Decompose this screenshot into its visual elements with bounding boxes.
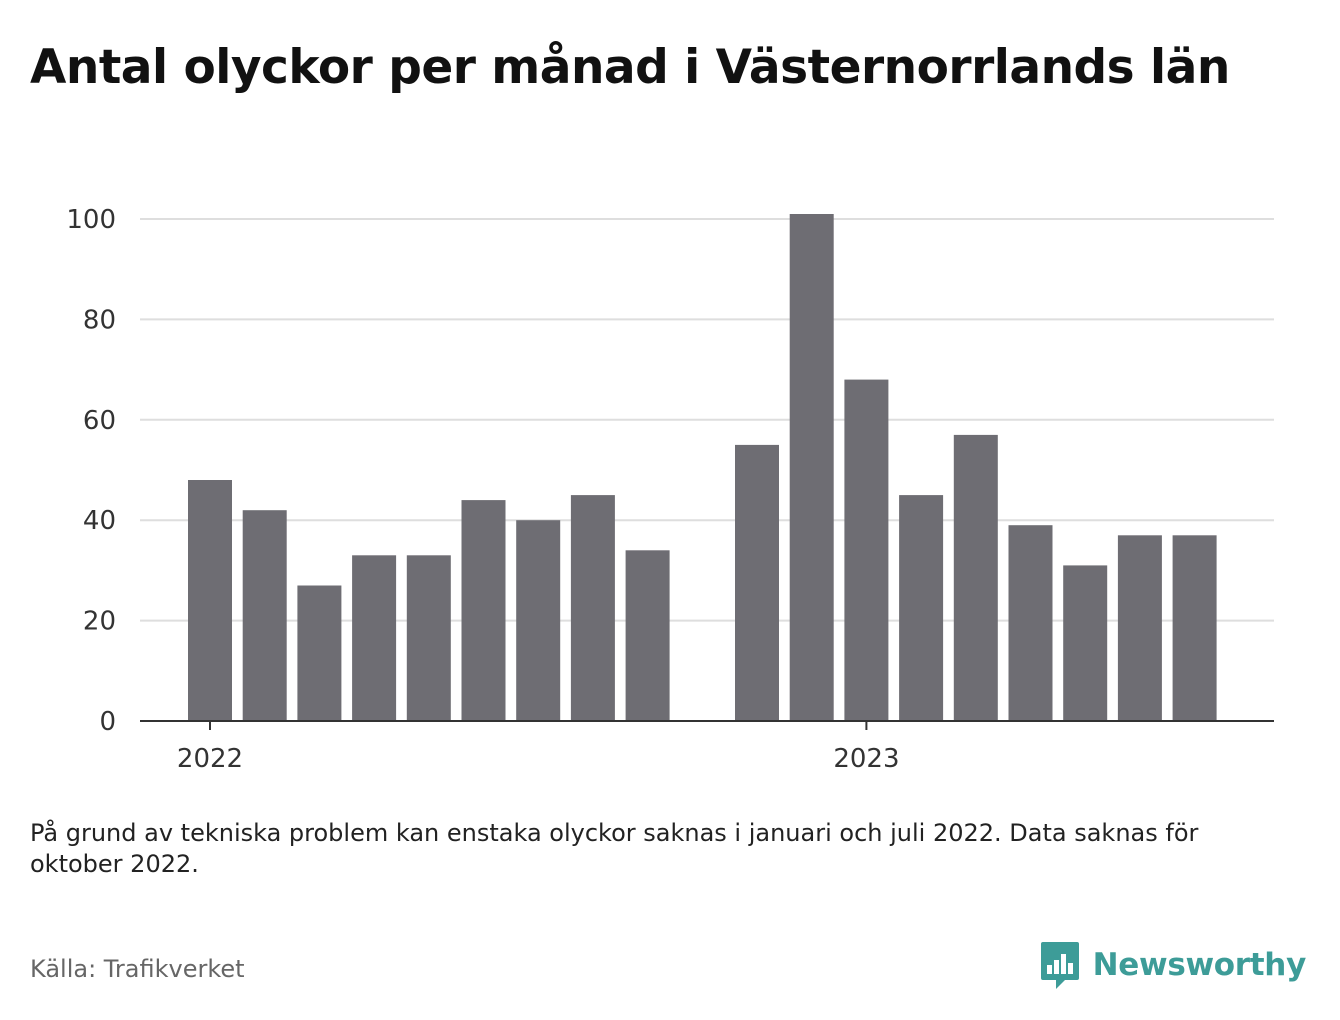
brand-name: Newsworthy xyxy=(1092,947,1307,983)
bar xyxy=(1063,565,1108,721)
y-tick-label: 60 xyxy=(83,406,116,436)
bar xyxy=(406,555,451,721)
y-axis-ticks: 0 20 40 60 80 100 xyxy=(66,205,116,737)
x-tick-label: 2023 xyxy=(833,744,899,774)
bar xyxy=(1008,525,1053,721)
bar xyxy=(242,510,287,721)
bar-chart-speech-bubble-icon xyxy=(1040,942,1079,989)
bar xyxy=(735,444,779,721)
bar xyxy=(570,495,615,721)
newsworthy-logo: Newsworthy xyxy=(1039,940,1306,990)
bar xyxy=(844,379,889,721)
bar-chart: 0 20 40 60 80 100 2022 2023 xyxy=(66,205,1274,774)
bar xyxy=(1172,535,1217,721)
x-axis-ticks: 2022 2023 xyxy=(177,721,899,774)
grid-lines xyxy=(140,218,1274,622)
y-tick-label: 0 xyxy=(99,707,116,737)
y-tick-label: 80 xyxy=(83,305,116,335)
x-tick-label: 2022 xyxy=(177,744,243,774)
bar xyxy=(1117,535,1162,721)
bar xyxy=(352,555,397,721)
y-tick-label: 20 xyxy=(83,607,116,637)
bars xyxy=(188,214,1217,721)
footnote: På grund av tekniska problem kan enstaka… xyxy=(30,819,1199,878)
bar xyxy=(953,434,998,721)
bar xyxy=(899,495,944,721)
bar xyxy=(297,585,342,721)
chart-title: Antal olyckor per månad i Västernorrland… xyxy=(30,40,1230,95)
y-tick-label: 100 xyxy=(66,205,116,235)
bar xyxy=(625,550,670,721)
bar xyxy=(461,500,506,721)
bar xyxy=(789,214,834,721)
y-tick-label: 40 xyxy=(83,506,116,536)
bar xyxy=(188,480,232,721)
source-credit: Källa: Trafikverket xyxy=(30,955,245,983)
bar xyxy=(516,520,561,721)
